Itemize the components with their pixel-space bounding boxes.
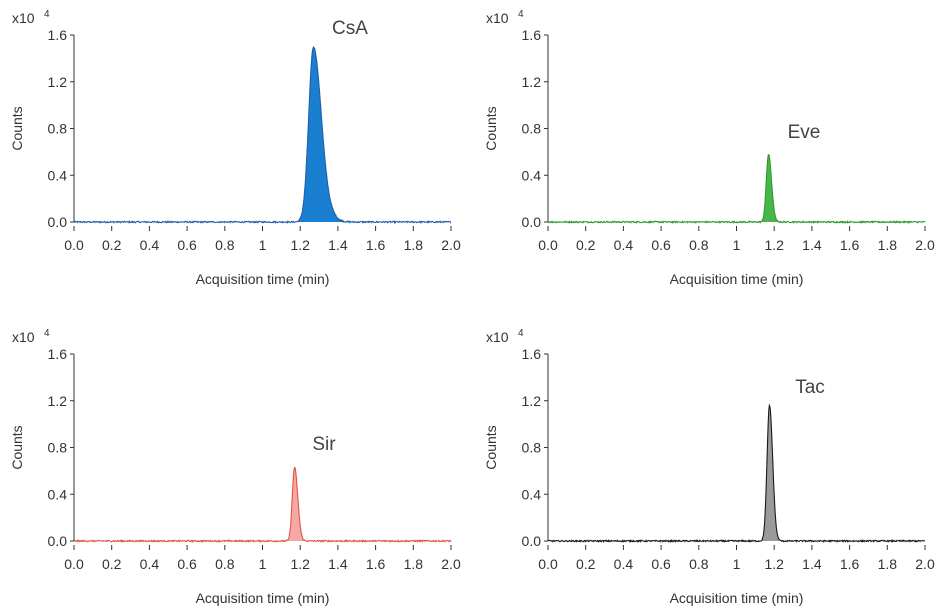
y-tick-label: 0.4 [522,167,542,183]
y-axis-title: Counts [9,425,25,469]
y-multiplier-exponent: 4 [518,328,524,339]
x-tick-label: 1 [733,556,741,572]
x-tick-label: 0.0 [538,237,558,253]
x-tick-label: 0.4 [614,237,634,253]
x-tick-label: 1 [733,237,741,253]
x-tick-label: 0.0 [64,556,84,572]
y-tick-label: 0.4 [522,486,542,502]
x-axis-title: Acquisition time (min) [670,271,804,287]
peak-area-fill [74,47,451,223]
series-line [73,46,452,225]
x-tick-label: 1.6 [840,237,860,253]
y-tick-label: 0.0 [522,214,542,230]
y-tick-label: 0.4 [48,167,68,183]
y-tick-label: 0.8 [48,121,68,137]
y-tick-label: 1.2 [522,74,542,90]
y-tick-label: 1.6 [522,346,542,362]
x-axis-title: Acquisition time (min) [196,590,330,606]
y-tick-label: 1.2 [522,393,542,409]
x-tick-label: 0.8 [215,556,235,572]
y-multiplier-exponent: 4 [518,9,524,20]
series-line [547,403,926,544]
series-line [547,153,926,224]
x-tick-label: 1.2 [764,237,784,253]
y-tick-label: 1.2 [48,393,68,409]
y-tick-label: 0.8 [522,121,542,137]
y-tick-label: 0.4 [48,486,68,502]
x-tick-label: 0.6 [651,556,671,572]
x-tick-label: 1.2 [290,556,310,572]
y-multiplier-exponent: 4 [44,328,50,339]
y-tick-label: 0.8 [48,440,68,456]
x-tick-label: 0.8 [215,237,235,253]
peak-area-fill [548,154,925,223]
x-tick-label: 1 [259,556,267,572]
x-tick-label: 1.8 [878,556,898,572]
x-tick-label: 2.0 [915,556,935,572]
x-tick-label: 1.4 [328,237,348,253]
x-tick-label: 2.0 [915,237,935,253]
peak-annotation-tac: Tac [795,377,825,398]
x-tick-label: 1.4 [802,237,822,253]
y-multiplier-label: x10 [486,10,509,26]
x-tick-label: 1.6 [366,237,386,253]
chart-panel-sir: 0.0 0.4 0.8 1.2 1.6 0.0 0.2 0.4 0.6 0.8 1 1.2 1.4 1.6… [9,328,461,606]
peak-area-fill [74,467,451,542]
y-axis-title: Counts [9,106,25,150]
x-tick-label: 1.8 [404,556,424,572]
peak-area-fill [548,405,925,542]
y-tick-label: 1.6 [48,346,68,362]
x-axis-title: Acquisition time (min) [670,590,804,606]
x-tick-label: 2.0 [441,556,461,572]
x-tick-label: 1.2 [290,237,310,253]
x-tick-label: 0.2 [576,556,596,572]
x-tick-label: 1.4 [802,556,822,572]
y-axis-title: Counts [483,425,499,469]
y-tick-label: 0.0 [48,533,68,549]
y-multiplier-label: x10 [486,329,509,345]
x-tick-label: 1.4 [328,556,348,572]
x-tick-label: 0.6 [177,237,197,253]
y-axis-title: Counts [483,106,499,150]
x-tick-label: 0.2 [102,556,122,572]
x-tick-label: 0.0 [538,556,558,572]
x-tick-label: 0.4 [140,237,160,253]
x-tick-label: 0.4 [614,556,634,572]
y-tick-label: 1.6 [48,27,68,43]
peak-annotation-csa: CsA [332,18,368,39]
x-tick-label: 0.8 [689,237,709,253]
x-tick-label: 1.8 [878,237,898,253]
x-tick-label: 1.8 [404,237,424,253]
x-tick-label: 1.6 [840,556,860,572]
y-multiplier-label: x10 [12,329,35,345]
x-tick-label: 0.2 [102,237,122,253]
x-tick-label: 1.2 [764,556,784,572]
y-multiplier-exponent: 4 [44,9,50,20]
x-tick-label: 0.8 [689,556,709,572]
x-tick-label: 0.2 [576,237,596,253]
x-tick-label: 2.0 [441,237,461,253]
y-tick-label: 0.0 [522,533,542,549]
y-tick-label: 0.8 [522,440,542,456]
chart-panel-eve: 0.0 0.4 0.8 1.2 1.6 0.0 0.2 0.4 0.6 0.8 1 1.2 1.4 1.6… [483,9,935,287]
x-axis-title: Acquisition time (min) [196,271,330,287]
x-tick-label: 1 [259,237,267,253]
x-tick-label: 1.6 [366,556,386,572]
x-tick-label: 0.4 [140,556,160,572]
chart-panel-csa: 0.0 0.4 0.8 1.2 1.6 0.0 0.2 0.4 0.6 0.8 1 1.2 1.4 1.6… [9,9,461,287]
y-tick-label: 1.2 [48,74,68,90]
series-line [73,466,452,544]
x-tick-label: 0.6 [651,237,671,253]
y-multiplier-label: x10 [12,10,35,26]
y-tick-label: 1.6 [522,27,542,43]
peak-annotation-eve: Eve [788,122,821,143]
peak-annotation-sir: Sir [312,434,336,455]
y-tick-label: 0.0 [48,214,68,230]
x-tick-label: 0.0 [64,237,84,253]
x-tick-label: 0.6 [177,556,197,572]
chart-panel-tac: 0.0 0.4 0.8 1.2 1.6 0.0 0.2 0.4 0.6 0.8 1 1.2 1.4 1.6… [483,328,935,606]
